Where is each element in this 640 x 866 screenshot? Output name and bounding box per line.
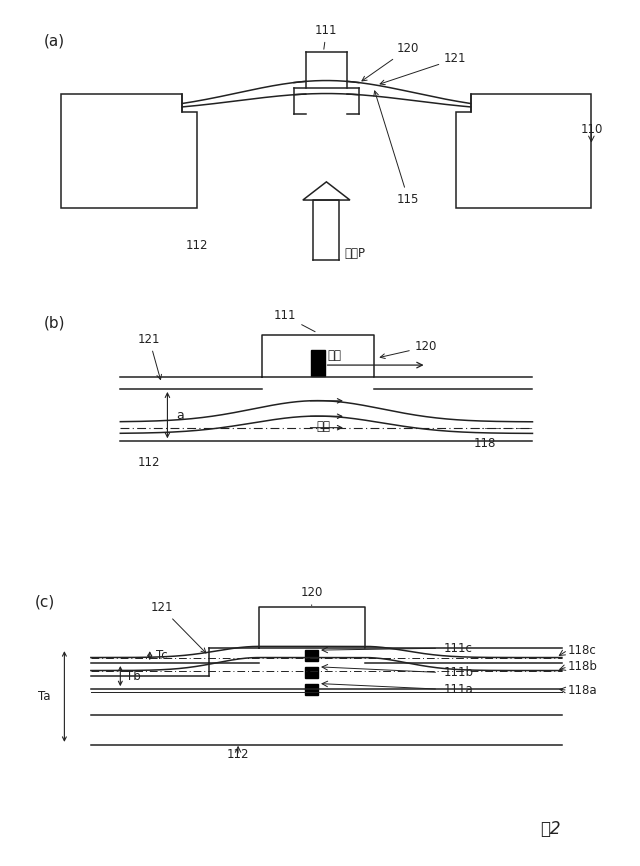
Text: 120: 120: [380, 340, 437, 359]
Text: 111c: 111c: [444, 642, 473, 655]
Text: 110: 110: [580, 123, 603, 137]
Text: 112: 112: [138, 456, 161, 469]
Bar: [305, 667, 318, 678]
Text: 図2: 図2: [540, 819, 561, 837]
Text: 120: 120: [362, 42, 419, 81]
Text: 121: 121: [150, 601, 206, 653]
Text: 111a: 111a: [444, 682, 474, 695]
Text: 引張: 引張: [328, 349, 342, 362]
Text: 118: 118: [474, 437, 496, 450]
Text: 112: 112: [227, 747, 250, 760]
Text: Tb: Tb: [126, 669, 141, 682]
Text: Ta: Ta: [38, 690, 51, 703]
Text: a: a: [176, 409, 184, 422]
Text: 111b: 111b: [444, 666, 474, 679]
Bar: [305, 683, 318, 695]
Text: 115: 115: [374, 91, 419, 205]
Text: 118c: 118c: [568, 643, 596, 656]
Bar: [310, 351, 324, 376]
Text: 111: 111: [315, 23, 338, 49]
Text: 121: 121: [380, 52, 467, 85]
Text: 118b: 118b: [568, 660, 598, 674]
Text: 120: 120: [301, 586, 323, 605]
Text: 118a: 118a: [568, 683, 597, 697]
Text: 121: 121: [138, 333, 161, 379]
Text: (c): (c): [35, 594, 55, 610]
Text: 112: 112: [186, 239, 208, 252]
Text: Tc: Tc: [156, 650, 167, 662]
Text: 圧力P: 圧力P: [344, 247, 365, 260]
Text: 111: 111: [274, 309, 315, 332]
Text: (a): (a): [44, 34, 65, 48]
Text: (b): (b): [44, 315, 65, 331]
Bar: [305, 650, 318, 662]
Text: 圧縮: 圧縮: [316, 420, 330, 433]
